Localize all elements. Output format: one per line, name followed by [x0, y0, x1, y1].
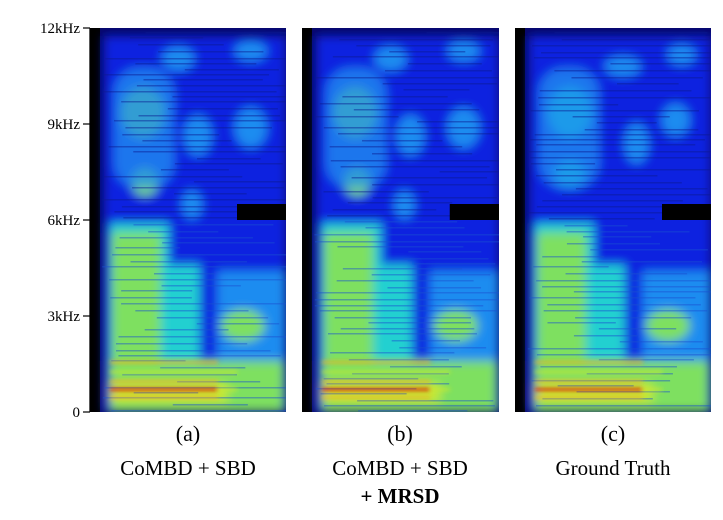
- y-tick-label: 12kHz: [40, 21, 80, 37]
- silence-band: [302, 28, 312, 412]
- panel-b-caption-bold: + MRSD: [360, 484, 439, 508]
- panel-a-caption: CoMBD + SBD: [120, 456, 256, 480]
- harmonic-lines: [535, 360, 663, 399]
- harmonic-lines: [322, 360, 451, 399]
- panel-b: [302, 28, 499, 412]
- y-tick-label: 9kHz: [48, 117, 81, 133]
- y-tick-label: 0: [73, 405, 81, 421]
- panel-b-label: (b): [387, 421, 413, 446]
- spectrogram-body: [104, 36, 286, 412]
- y-tick-label: 3kHz: [48, 309, 81, 325]
- spectral-gap: [237, 204, 286, 220]
- harmonic-striations: [527, 32, 711, 407]
- panel-c: [515, 28, 711, 412]
- spectral-gap: [449, 204, 499, 220]
- harmonic-lines: [110, 360, 238, 399]
- spectral-gap: [662, 204, 711, 220]
- panel-b-caption: CoMBD + SBD: [332, 456, 468, 480]
- panel-c-label: (c): [601, 421, 625, 446]
- spectrogram-body: [316, 36, 499, 412]
- harmonic-striations: [314, 32, 499, 412]
- y-tick-label: 6kHz: [48, 213, 81, 229]
- silence-band: [90, 28, 100, 412]
- y-axis: 0 3kHz 6kHz 9kHz 12kHz: [40, 21, 91, 421]
- panel-c-caption: Ground Truth: [556, 456, 671, 480]
- silence-band: [515, 28, 525, 412]
- panel-a: [90, 28, 286, 412]
- spectrogram-body: [529, 36, 711, 412]
- panel-a-label: (a): [176, 421, 200, 446]
- harmonic-striations: [102, 32, 286, 412]
